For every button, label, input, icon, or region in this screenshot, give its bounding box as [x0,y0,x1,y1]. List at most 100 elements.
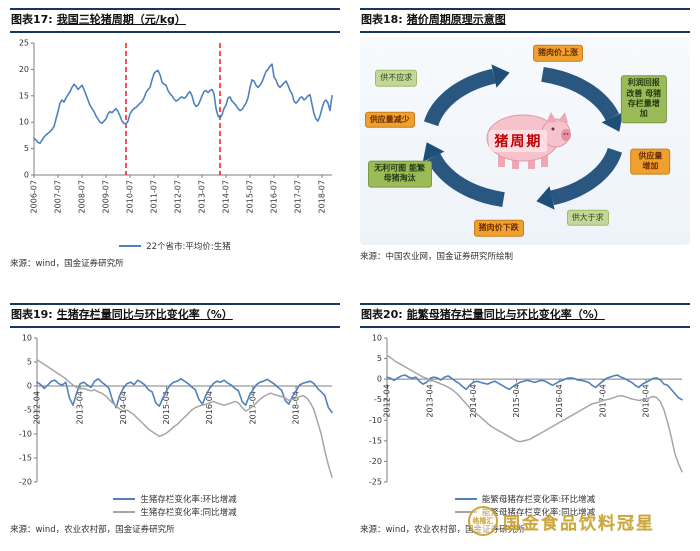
legend-label: 能繁母猪存栏变化率:环比增减 [481,494,596,505]
legend-line-swatch [454,510,477,513]
svg-text:2018-04: 2018-04 [642,384,651,417]
legend-label: 生猪存栏变化率:环比增减 [140,494,237,505]
svg-text:0: 0 [377,374,382,383]
figure-name: 能繁母猪存栏量同比与环比变化率（%） [406,308,605,321]
figure-name: 我国三轮猪周期（元/kg） [56,13,186,26]
source-note: 来源：wind，国金证券研究所 [10,258,124,269]
diagram-box: 猪肉价下跌 [473,219,524,237]
svg-text:5: 5 [377,354,382,363]
svg-text:-10: -10 [369,416,382,425]
figure-number: 图表18: [361,13,403,26]
svg-text:2016-07: 2016-07 [270,180,279,213]
diagram-box: 供应量减少 [364,111,415,129]
top-row: 图表17: 我国三轮猪周期（元/kg） 0 5 10 15 20 25 2006-07 2007… [0,0,690,295]
svg-text:2018-04: 2018-04 [292,391,301,424]
svg-text:10: 10 [22,333,32,342]
svg-text:10: 10 [372,333,382,342]
source-note: 来源：wind，农业农村部，国金证券研究所 [10,524,175,535]
svg-text:-5: -5 [374,395,382,404]
figure-title-17: 图表17: 我国三轮猪周期（元/kg） [10,8,340,33]
svg-text:-20: -20 [369,457,382,466]
svg-text:0: 0 [24,170,29,179]
figure-number: 图表19: [11,308,53,321]
svg-text:2010-07: 2010-07 [126,180,135,213]
svg-text:-15: -15 [369,436,382,445]
panel-fig19: 图表19: 生猪存栏量同比与环比变化率（%） -20 -15 -10 -5 0 5 10 201… [0,295,350,551]
legend-item: 生猪存栏变化率:环比增减 [113,493,237,505]
diagram-box: 利润回报改善 母猪存栏量增加 [620,75,667,123]
svg-text:2015-04: 2015-04 [512,384,521,417]
figure-number: 图表20: [361,308,403,321]
watermark: 格隆汇 国金食品饮料冠星 [468,506,655,536]
figure-title-19: 图表19: 生猪存栏量同比与环比变化率（%） [10,303,340,328]
legend-label: 22个省市:平均价:生猪 [146,241,231,252]
figure-name: 猪价周期原理示意图 [406,13,506,26]
source-note: 来源：中国农业网，国金证券研究所绘制 [360,251,514,262]
diagram-center-label: 猪周期 [489,129,548,152]
legend-label: 生猪存栏变化率:同比增减 [140,507,237,518]
pig-price-line-chart: 0 5 10 15 20 25 2006-07 2007-07 2008-07 2009-07 20… [10,35,340,239]
pig-cycle-diagram: 猪周期 供不应求 猪肉价上涨 利润回报改善 母猪存栏量增加 供应量增加 供大于求 猪肉价下… [360,36,690,245]
bottom-row: 图表19: 生猪存栏量同比与环比变化率（%） -20 -15 -10 -5 0 5 10 201… [0,295,700,551]
svg-text:2013-07: 2013-07 [198,180,207,213]
svg-text:2013-04: 2013-04 [76,391,85,424]
svg-text:5: 5 [24,144,29,153]
svg-text:2017-04: 2017-04 [248,391,257,424]
svg-text:25: 25 [19,38,29,47]
svg-text:20: 20 [19,65,29,74]
svg-text:2007-07: 2007-07 [54,180,63,213]
series-line [36,377,333,413]
series-line [33,63,333,144]
legend-line-swatch [113,497,136,500]
svg-text:2017-07: 2017-07 [294,180,303,213]
gelonghui-logo-text: 格隆汇 [472,517,494,525]
legend-item: 生猪存栏变化率:同比增减 [113,506,237,518]
svg-text:2018-07: 2018-07 [318,180,327,213]
svg-text:2008-07: 2008-07 [78,180,87,213]
legend-line-swatch [454,497,477,500]
svg-text:-20: -20 [19,477,32,486]
svg-text:2006-07: 2006-07 [30,180,39,213]
svg-text:2015-04: 2015-04 [162,391,171,424]
diagram-box: 供不应求 [375,70,418,87]
sow-inventory-line-chart: -25 -20 -15 -10 -5 0 5 10 2012-04 2013-04 2014-04 2… [360,330,690,492]
source-note: 来源：wind，农业农村部，国金证券研究所 [360,524,525,535]
svg-text:-15: -15 [19,453,32,462]
svg-text:2011-07: 2011-07 [150,180,159,213]
svg-text:2016-04: 2016-04 [205,391,214,424]
series-line [386,373,683,401]
svg-text:2014-04: 2014-04 [469,384,478,417]
legend-line-swatch [113,510,136,513]
legend-label: 能繁母猪存栏变化率:同比增减 [481,507,596,518]
figure-title-18: 图表18: 猪价周期原理示意图 [360,8,690,33]
diagram-box: 无利可图 能繁母猪淘汰 [367,160,432,188]
chart-legend: 22个省市:平均价:生猪 [10,240,340,252]
svg-text:2013-04: 2013-04 [426,384,435,417]
gelonghui-logo-icon: 格隆汇 [468,506,498,536]
svg-text:2016-04: 2016-04 [555,384,564,417]
figure-name: 生猪存栏量同比与环比变化率（%） [56,308,233,321]
panel-fig20: 图表20: 能繁母猪存栏量同比与环比变化率（%） -25 -20 -15 -10 -5 0 5… [350,295,700,551]
hog-inventory-line-chart: -20 -15 -10 -5 0 5 10 2012-04 2013-04 2014-04 2015… [10,330,340,492]
svg-text:15: 15 [19,91,29,100]
svg-text:5: 5 [27,357,32,366]
svg-text:0: 0 [27,381,32,390]
svg-text:10: 10 [19,117,29,126]
legend-item: 能繁母猪存栏变化率:同比增减 [454,506,596,518]
legend-item: 能繁母猪存栏变化率:环比增减 [454,493,596,505]
panel-fig17: 图表17: 我国三轮猪周期（元/kg） 0 5 10 15 20 25 2006-07 2007… [0,0,350,295]
figure-number: 图表17: [11,13,53,26]
legend-line-swatch [119,244,142,247]
svg-text:2015-07: 2015-07 [246,180,255,213]
svg-text:2012-04: 2012-04 [383,384,392,417]
svg-text:-10: -10 [19,429,32,438]
watermark-text: 国金食品饮料冠星 [503,513,655,534]
svg-text:2009-07: 2009-07 [102,180,111,213]
svg-text:2014-04: 2014-04 [119,391,128,424]
chart-legend: 生猪存栏变化率:环比增减 生猪存栏变化率:同比增减 [10,493,340,518]
series-line [36,358,333,478]
svg-text:-5: -5 [24,405,32,414]
svg-text:2012-04: 2012-04 [33,391,42,424]
diagram-box: 供应量增加 [630,148,671,175]
